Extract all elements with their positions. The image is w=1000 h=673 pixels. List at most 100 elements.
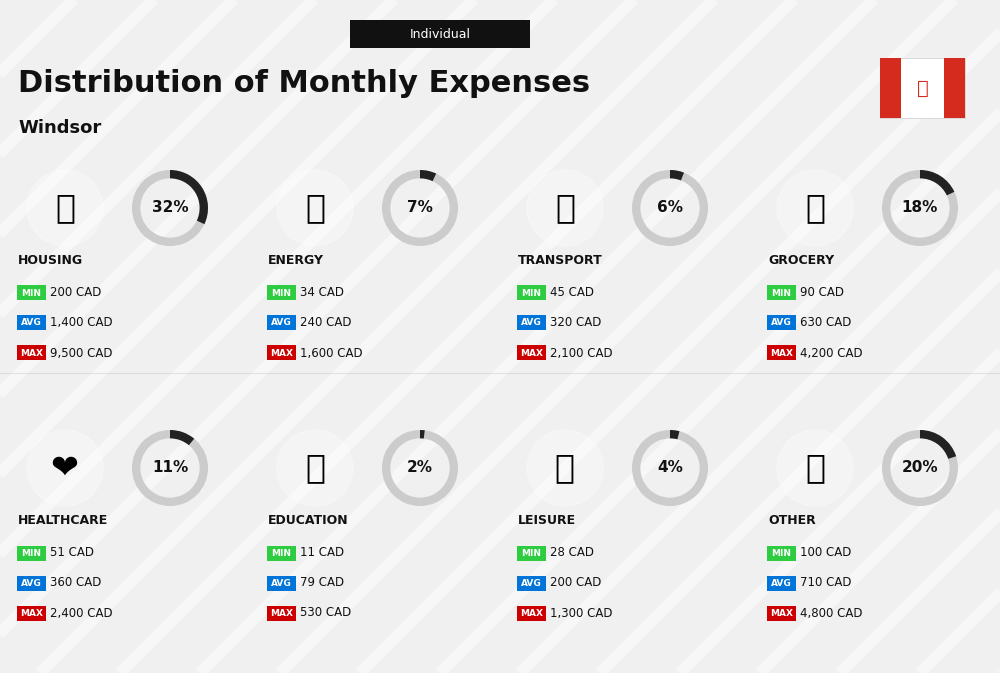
FancyBboxPatch shape (517, 546, 546, 561)
FancyBboxPatch shape (267, 345, 296, 361)
FancyBboxPatch shape (267, 606, 296, 621)
Text: AVG: AVG (271, 579, 292, 588)
Text: MIN: MIN (772, 289, 792, 297)
Text: MAX: MAX (270, 349, 293, 357)
Wedge shape (420, 430, 425, 439)
Text: 🚌: 🚌 (555, 192, 575, 225)
Text: EDUCATION: EDUCATION (268, 514, 349, 528)
Wedge shape (920, 170, 954, 195)
Circle shape (277, 170, 353, 246)
FancyBboxPatch shape (17, 546, 46, 561)
FancyBboxPatch shape (944, 58, 965, 118)
Wedge shape (420, 170, 436, 181)
Text: GROCERY: GROCERY (768, 254, 834, 267)
Circle shape (527, 430, 603, 506)
Text: MIN: MIN (272, 548, 292, 557)
Text: AVG: AVG (771, 579, 792, 588)
Text: MIN: MIN (22, 289, 42, 297)
FancyBboxPatch shape (17, 575, 46, 590)
Text: AVG: AVG (521, 318, 542, 328)
Wedge shape (670, 170, 684, 180)
Text: MAX: MAX (20, 349, 43, 357)
Text: 32%: 32% (152, 201, 188, 215)
Wedge shape (882, 430, 958, 506)
Text: TRANSPORT: TRANSPORT (518, 254, 603, 267)
Text: AVG: AVG (521, 579, 542, 588)
Text: 710 CAD: 710 CAD (800, 577, 852, 590)
FancyBboxPatch shape (767, 316, 796, 330)
Wedge shape (670, 430, 679, 439)
Text: 530 CAD: 530 CAD (300, 606, 351, 620)
FancyBboxPatch shape (267, 285, 296, 301)
Text: 🏢: 🏢 (55, 192, 75, 225)
Text: 4,800 CAD: 4,800 CAD (800, 606, 862, 620)
Text: AVG: AVG (21, 579, 42, 588)
Text: MIN: MIN (272, 289, 292, 297)
FancyBboxPatch shape (767, 345, 796, 361)
Text: MAX: MAX (770, 608, 793, 618)
Text: 🔌: 🔌 (305, 192, 325, 225)
Text: 1,400 CAD: 1,400 CAD (50, 316, 113, 330)
FancyBboxPatch shape (17, 316, 46, 330)
Text: 2,400 CAD: 2,400 CAD (50, 606, 113, 620)
Text: 34 CAD: 34 CAD (300, 287, 344, 299)
FancyBboxPatch shape (517, 575, 546, 590)
FancyBboxPatch shape (767, 575, 796, 590)
Text: 200 CAD: 200 CAD (50, 287, 101, 299)
Circle shape (27, 430, 103, 506)
Text: LEISURE: LEISURE (518, 514, 576, 528)
Text: 💰: 💰 (805, 452, 825, 485)
Text: AVG: AVG (271, 318, 292, 328)
Text: MAX: MAX (270, 608, 293, 618)
Wedge shape (632, 170, 708, 246)
Text: 11%: 11% (152, 460, 188, 476)
Circle shape (527, 170, 603, 246)
Text: 100 CAD: 100 CAD (800, 546, 851, 559)
Text: 360 CAD: 360 CAD (50, 577, 101, 590)
Text: MAX: MAX (520, 349, 543, 357)
Text: OTHER: OTHER (768, 514, 816, 528)
Text: 240 CAD: 240 CAD (300, 316, 352, 330)
FancyBboxPatch shape (350, 20, 530, 48)
Text: AVG: AVG (21, 318, 42, 328)
Text: 6%: 6% (657, 201, 683, 215)
Wedge shape (882, 170, 958, 246)
Text: MIN: MIN (522, 289, 542, 297)
Text: 🛍️: 🛍️ (555, 452, 575, 485)
FancyBboxPatch shape (767, 285, 796, 301)
Text: ❤️: ❤️ (51, 452, 79, 485)
Text: 51 CAD: 51 CAD (50, 546, 94, 559)
Text: 79 CAD: 79 CAD (300, 577, 344, 590)
Wedge shape (132, 170, 208, 246)
Text: 90 CAD: 90 CAD (800, 287, 844, 299)
FancyBboxPatch shape (267, 546, 296, 561)
FancyBboxPatch shape (517, 606, 546, 621)
FancyBboxPatch shape (267, 316, 296, 330)
Wedge shape (170, 430, 194, 445)
Wedge shape (920, 430, 956, 459)
Text: 4%: 4% (657, 460, 683, 476)
Text: HEALTHCARE: HEALTHCARE (18, 514, 108, 528)
Text: 320 CAD: 320 CAD (550, 316, 601, 330)
Text: AVG: AVG (771, 318, 792, 328)
Wedge shape (170, 170, 208, 224)
Text: 1,300 CAD: 1,300 CAD (550, 606, 612, 620)
FancyBboxPatch shape (17, 285, 46, 301)
Text: 7%: 7% (407, 201, 433, 215)
Circle shape (777, 430, 853, 506)
FancyBboxPatch shape (517, 345, 546, 361)
Text: 9,500 CAD: 9,500 CAD (50, 347, 112, 359)
Text: MIN: MIN (772, 548, 792, 557)
Circle shape (27, 170, 103, 246)
FancyBboxPatch shape (517, 316, 546, 330)
Text: 2%: 2% (407, 460, 433, 476)
FancyBboxPatch shape (880, 58, 901, 118)
FancyBboxPatch shape (517, 285, 546, 301)
Text: 11 CAD: 11 CAD (300, 546, 344, 559)
Text: 28 CAD: 28 CAD (550, 546, 594, 559)
Text: Distribution of Monthly Expenses: Distribution of Monthly Expenses (18, 69, 590, 98)
Text: Individual: Individual (410, 28, 471, 40)
Text: MIN: MIN (522, 548, 542, 557)
FancyBboxPatch shape (880, 58, 965, 118)
Wedge shape (382, 430, 458, 506)
